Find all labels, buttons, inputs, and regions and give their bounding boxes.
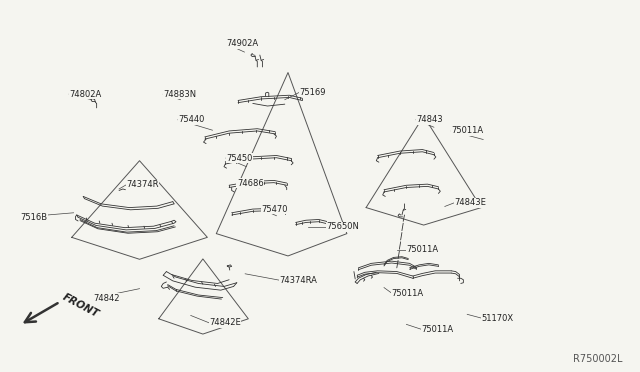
- Text: 51170X: 51170X: [481, 314, 513, 323]
- Text: 74843E: 74843E: [454, 198, 486, 207]
- Text: 75011A: 75011A: [451, 126, 483, 135]
- Text: 7516B: 7516B: [20, 213, 47, 222]
- Text: 74842: 74842: [93, 294, 119, 303]
- Text: 75470: 75470: [261, 205, 287, 214]
- Text: 74374RA: 74374RA: [279, 276, 317, 285]
- Text: 75169: 75169: [300, 88, 326, 97]
- Text: R750002L: R750002L: [573, 354, 622, 364]
- Text: 75450: 75450: [226, 154, 252, 163]
- Text: 74902A: 74902A: [227, 39, 259, 48]
- Text: 75011A: 75011A: [421, 325, 453, 334]
- Text: 75650N: 75650N: [326, 222, 359, 231]
- Text: 74843: 74843: [416, 115, 443, 124]
- Text: 75011A: 75011A: [406, 246, 438, 254]
- Text: 75011A: 75011A: [392, 289, 424, 298]
- Text: 74842E: 74842E: [209, 318, 241, 327]
- Text: 74883N: 74883N: [163, 90, 196, 99]
- Text: 74802A: 74802A: [69, 90, 101, 99]
- Text: 74374R: 74374R: [126, 180, 159, 189]
- Text: 74686: 74686: [237, 179, 264, 187]
- Text: 75440: 75440: [178, 115, 204, 124]
- Text: FRONT: FRONT: [61, 292, 100, 320]
